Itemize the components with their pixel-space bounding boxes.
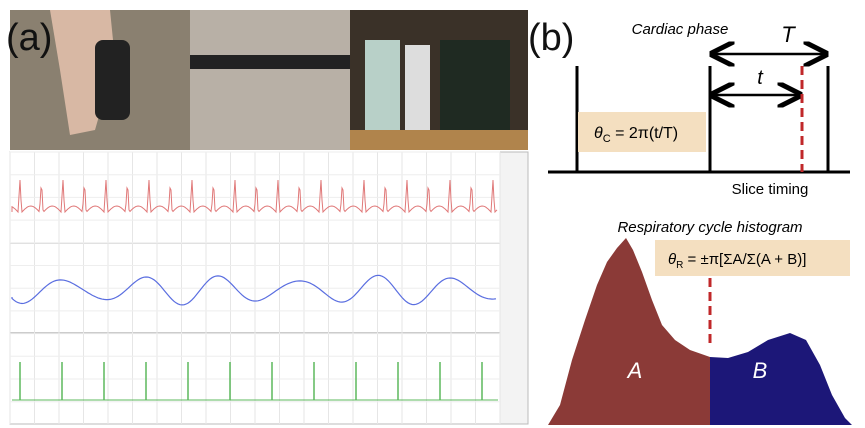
photo-shelf	[350, 130, 528, 150]
region-b	[710, 333, 852, 425]
panel-label: (b)	[528, 17, 574, 59]
formula-symbol: θ	[668, 251, 676, 268]
cardiac-formula: θC = 2π(t/T)	[594, 125, 678, 145]
trace-panel	[9, 151, 529, 425]
photo-clip	[95, 40, 130, 120]
respiratory-diagram: Respiratory cycle histogram θR = ±π[ΣA/Σ…	[548, 219, 852, 425]
formula-box	[578, 112, 706, 152]
respiratory-title: Respiratory cycle histogram	[617, 219, 802, 236]
region-a-label: A	[626, 358, 643, 383]
cardiac-title: Cardiac phase	[632, 21, 729, 38]
photo-module	[440, 40, 510, 130]
formula-box	[655, 240, 850, 276]
photo-module	[365, 40, 400, 130]
slice-label: Slice timing	[732, 181, 809, 198]
region-b-label: B	[753, 358, 768, 383]
resp-trace	[11, 274, 497, 306]
region-a	[548, 238, 710, 425]
photo-belt-strap	[190, 55, 350, 69]
formula-expression: = 2π(t/T)	[611, 125, 679, 142]
panel-label: (a)	[6, 17, 52, 59]
formula-subscript: C	[603, 133, 611, 145]
photos	[10, 10, 528, 150]
cardiac-diagram: Cardiac phase T t θC = 2π(t/T) Slice tim…	[548, 21, 850, 198]
formula-symbol: θ	[594, 125, 603, 142]
formula-expression: = ±π[ΣA/Σ(A + B)]	[683, 251, 806, 268]
trace-scale	[499, 151, 529, 425]
time-label: t	[757, 67, 764, 89]
photo-module	[405, 45, 430, 130]
period-label: T	[781, 22, 796, 47]
respiratory-formula: θR = ±π[ΣA/Σ(A + B)]	[668, 251, 806, 271]
photo-belt	[190, 10, 350, 150]
formula-subscript: R	[676, 260, 683, 271]
ecg-trace	[11, 179, 498, 214]
